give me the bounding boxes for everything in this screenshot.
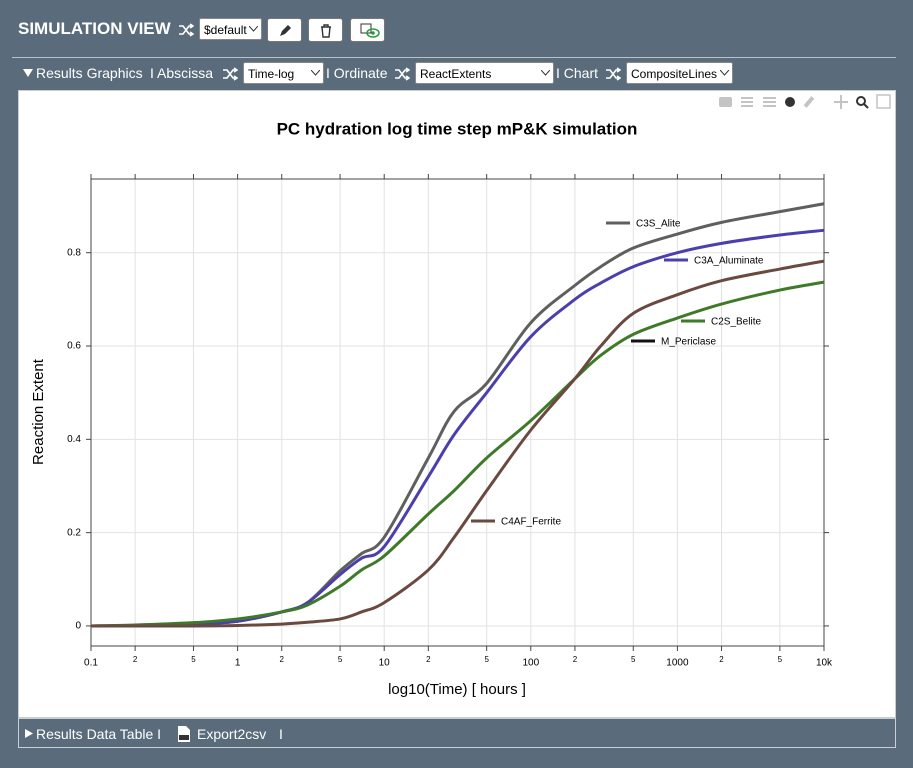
y-axis-label: Reaction Extent bbox=[30, 358, 47, 465]
chart-title: PC hydration log time step mP&K simulati… bbox=[277, 119, 638, 138]
abscissa-label: I Abscissa bbox=[150, 65, 214, 81]
chart-value: CompositeLines bbox=[631, 67, 718, 81]
view-title: SIMULATION VIEW bbox=[18, 19, 171, 38]
x-tick-label: 1000 bbox=[666, 658, 689, 669]
y-tick-label: 0.2 bbox=[67, 527, 81, 538]
x-tick-label: 2 bbox=[719, 655, 724, 664]
csv-icon bbox=[178, 726, 190, 742]
chart-select[interactable]: CompositeLines bbox=[626, 62, 733, 84]
footer-bar: Results Data Table I Export2csv I bbox=[18, 718, 896, 748]
x-tick-label: 5 bbox=[191, 655, 196, 664]
series-line bbox=[90, 202, 825, 628]
x-tick-label: 2 bbox=[573, 655, 578, 664]
modebar[interactable] bbox=[719, 94, 891, 109]
chart-label: I Chart bbox=[556, 65, 599, 81]
export-button[interactable]: Export2csv bbox=[197, 726, 267, 742]
y-tick-label: 0 bbox=[75, 621, 81, 632]
x-tick-label: 2 bbox=[280, 655, 285, 664]
legend-label: C3A_Aluminate bbox=[694, 256, 764, 267]
collapse-icon[interactable] bbox=[22, 68, 34, 78]
legend-label: M_Periclase bbox=[661, 337, 716, 348]
series-line bbox=[90, 280, 825, 628]
preset-select[interactable]: $default bbox=[199, 18, 262, 40]
plot-frame bbox=[90, 178, 825, 647]
ordinate-value: ReactExtents bbox=[420, 67, 492, 81]
y-tick-label: 0.6 bbox=[67, 341, 81, 352]
series-line bbox=[90, 228, 825, 628]
ordinate-select[interactable]: ReactExtents bbox=[415, 62, 554, 84]
delete-button[interactable] bbox=[308, 18, 343, 42]
shuffle-icon[interactable] bbox=[605, 66, 621, 82]
separator-text: I bbox=[279, 726, 283, 742]
chart-panel: PC hydration log time step mP&K simulati… bbox=[18, 90, 896, 718]
shuffle-icon[interactable] bbox=[394, 66, 410, 82]
abscissa-value: Time-log bbox=[248, 67, 295, 81]
ordinate-label: I Ordinate bbox=[326, 65, 388, 81]
legend-label: C3S_Alite bbox=[636, 219, 681, 230]
view-button[interactable] bbox=[350, 18, 385, 42]
x-tick-label: 2 bbox=[133, 655, 138, 664]
shuffle-icon bbox=[179, 23, 194, 37]
x-tick-label: 5 bbox=[338, 655, 343, 664]
section-title[interactable]: Results Graphics bbox=[36, 65, 143, 81]
series-line bbox=[91, 259, 825, 628]
x-tick-label: 1 bbox=[235, 658, 241, 669]
x-tick-label: 5 bbox=[778, 655, 783, 664]
legend-label: C4AF_Ferrite bbox=[501, 517, 561, 528]
y-tick-label: 0.4 bbox=[67, 434, 81, 445]
legend-label: C2S_Belite bbox=[711, 317, 761, 328]
x-axis-label: log10(Time) [ hours ] bbox=[388, 681, 526, 698]
separator bbox=[12, 57, 896, 58]
y-tick-label: 0.8 bbox=[67, 247, 81, 258]
shuffle-icon[interactable] bbox=[222, 66, 238, 82]
data-table-toggle[interactable]: Results Data Table I bbox=[36, 726, 162, 742]
preset-value: $default bbox=[204, 23, 247, 37]
x-tick-label: 10k bbox=[816, 658, 833, 669]
expand-icon[interactable] bbox=[24, 728, 34, 739]
chart: PC hydration log time step mP&K simulati… bbox=[30, 94, 891, 698]
x-tick-label: 5 bbox=[631, 655, 636, 664]
edit-button[interactable] bbox=[267, 18, 302, 42]
abscissa-select[interactable]: Time-log bbox=[243, 62, 324, 84]
x-tick-label: 0.1 bbox=[84, 658, 98, 669]
x-tick-label: 100 bbox=[522, 658, 539, 669]
x-tick-label: 2 bbox=[426, 655, 431, 664]
x-tick-label: 10 bbox=[379, 658, 391, 669]
x-tick-label: 5 bbox=[484, 655, 489, 664]
